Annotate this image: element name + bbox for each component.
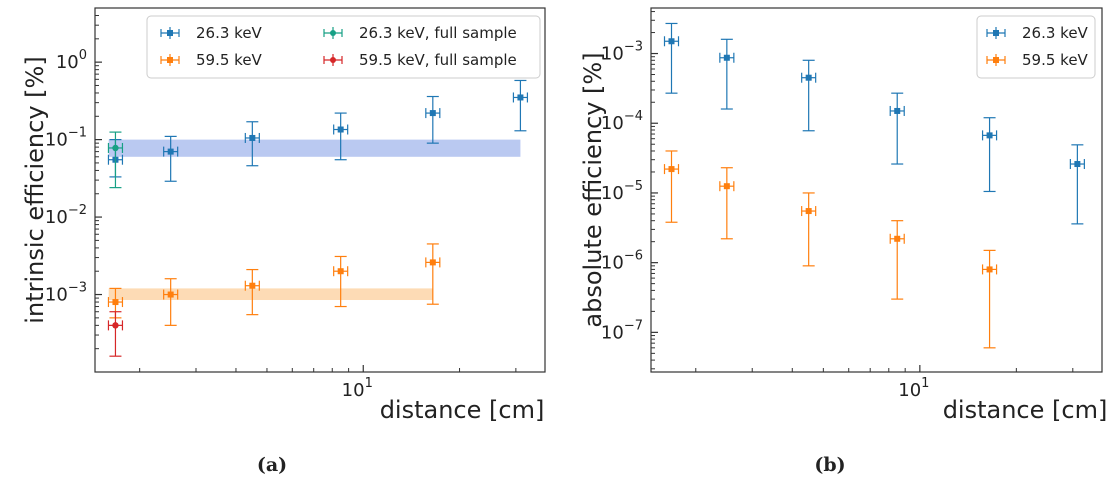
data-point <box>986 266 993 273</box>
data-point <box>429 110 436 117</box>
y-tick-label: 10−3 <box>601 40 643 65</box>
series-group <box>663 150 998 349</box>
legend-marker <box>167 57 173 63</box>
data-point <box>1074 161 1081 168</box>
legend-label: 26.3 keV <box>196 24 263 42</box>
legend-label: 26.3 keV, full sample <box>359 24 517 42</box>
y-tick-label: 10−2 <box>45 203 87 228</box>
legend-label: 59.5 keV <box>1022 51 1089 69</box>
panel-b-caption: (b) <box>814 454 845 476</box>
axes-frame <box>94 7 546 373</box>
data-point <box>986 132 993 139</box>
legend-marker <box>993 30 999 36</box>
uncertainty-band <box>108 288 433 301</box>
panel-a-caption: (a) <box>257 454 287 476</box>
data-point <box>429 259 436 266</box>
data-point <box>337 268 344 275</box>
y-axis-label: intrinsic efficiency [%] <box>21 56 49 323</box>
series-group <box>107 243 441 326</box>
data-point <box>723 183 730 190</box>
legend-marker <box>167 30 173 36</box>
data-point <box>167 148 174 155</box>
panel-a-intrinsic-efficiency-chart: 10−3 10−2 10−1 100 101 distance [cm] intrinsic… <box>21 7 546 424</box>
data-point <box>249 134 256 141</box>
series-group <box>107 131 124 189</box>
legend-label: 26.3 keV <box>1022 24 1089 42</box>
data-point <box>112 322 119 329</box>
y-tick-label: 10−1 <box>45 126 87 151</box>
legend-marker <box>330 30 336 36</box>
data-point <box>167 291 174 298</box>
data-point <box>668 38 675 45</box>
data-point <box>805 208 812 215</box>
legend-marker <box>993 57 999 63</box>
y-tick-label: 10−7 <box>601 318 643 343</box>
uncertainty-band <box>108 139 521 157</box>
panel-b-absolute-efficiency-chart: 10−7 10−6 10−5 10−4 10−3 101 distance [cm] abso… <box>579 7 1108 424</box>
x-axis-label: distance [cm] <box>943 396 1108 424</box>
axes-frame <box>650 7 1103 373</box>
y-tick-label: 10−4 <box>601 109 643 134</box>
legend-label: 59.5 keV, full sample <box>359 51 517 69</box>
series-group <box>107 311 124 357</box>
y-tick-label: 10−6 <box>601 249 643 274</box>
x-axis-label: distance [cm] <box>380 396 545 424</box>
series-group <box>107 79 529 182</box>
data-point <box>112 299 119 306</box>
legend-box <box>976 15 1096 79</box>
data-point <box>517 94 524 101</box>
y-tick-label: 10−3 <box>45 281 87 306</box>
x-tick-label: 101 <box>342 376 373 401</box>
y-tick-label: 10−5 <box>601 179 643 204</box>
data-point <box>112 144 119 152</box>
data-point <box>337 126 344 133</box>
y-axis-label: absolute efficiency [%] <box>579 52 607 327</box>
data-point <box>894 107 901 114</box>
data-point <box>668 166 675 173</box>
data-point <box>805 74 812 81</box>
data-point <box>723 54 730 61</box>
data-point <box>249 282 256 289</box>
legend-marker <box>330 57 336 63</box>
x-tick-label: 101 <box>898 376 929 401</box>
legend-box <box>146 15 541 79</box>
series-group <box>663 22 1085 225</box>
y-tick-label: 100 <box>56 48 87 73</box>
legend-label: 59.5 keV <box>196 51 263 69</box>
data-point <box>894 235 901 242</box>
